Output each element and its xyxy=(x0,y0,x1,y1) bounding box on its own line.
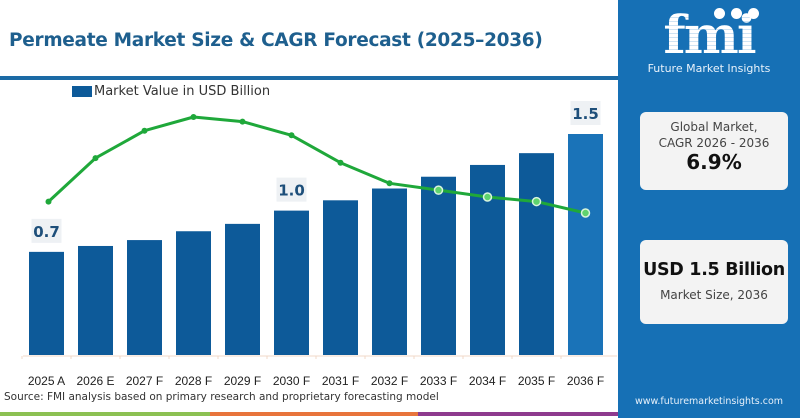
x-tick-label: 2032 F xyxy=(371,374,408,388)
globe-icon xyxy=(731,8,742,19)
bar-2036-f xyxy=(568,134,603,355)
x-tick-label: 2034 F xyxy=(469,374,506,388)
footer-stripe-green xyxy=(0,412,210,416)
x-tick-label: 2035 F xyxy=(518,374,555,388)
bar-2027-f xyxy=(127,240,162,355)
cagr-card-line2: CAGR 2026 - 2036 xyxy=(658,136,770,150)
x-tick-label: 2029 F xyxy=(224,374,261,388)
bar-2025-a xyxy=(29,251,64,355)
data-label-bg xyxy=(276,177,307,202)
data-label: 0.7 xyxy=(33,223,60,241)
cagr-value: 6.9% xyxy=(686,150,742,174)
x-tick-label: 2025 A xyxy=(28,374,65,388)
market-size-label: Market Size, 2036 xyxy=(660,288,768,302)
trend-point xyxy=(141,127,148,134)
globe-icon xyxy=(714,8,725,19)
logo-globe-icons xyxy=(714,8,759,19)
sidebar: fmi Future Market Insights Global Market… xyxy=(618,0,800,418)
cagr-trend-line xyxy=(47,115,586,215)
legend-swatch xyxy=(72,86,92,97)
bar-2033-f xyxy=(421,176,456,355)
bar-line-chart: 0.7 1.0 1.5 2025 A 2026 E 2027 F 2028 F 2029 F… xyxy=(21,101,617,388)
x-tick-label: 2026 E xyxy=(76,374,114,388)
bar-2028-f xyxy=(176,231,211,355)
data-label: 1.0 xyxy=(278,182,305,200)
x-tick-label: 2028 F xyxy=(175,374,212,388)
x-tick-label: 2036 F xyxy=(567,374,604,388)
trend-point xyxy=(531,196,542,207)
trend-point xyxy=(92,155,99,162)
market-size-card: USD 1.5 Billion Market Size, 2036 xyxy=(640,240,788,324)
trend-point xyxy=(433,185,444,195)
cagr-card: Global Market, CAGR 2026 - 2036 6.9% xyxy=(640,112,788,190)
legend-label: Market Value in USD Billion xyxy=(94,84,271,99)
bar-2026-e xyxy=(78,245,113,355)
data-label-bg xyxy=(570,101,601,125)
x-tick-label: 2027 F xyxy=(126,374,163,388)
chart-panel: Permeate Market Size & CAGR Forecast (20… xyxy=(0,30,618,416)
chart-title: Permeate Market Size & CAGR Forecast (20… xyxy=(9,30,543,51)
x-tick-label: 2031 F xyxy=(322,374,359,388)
bar-2029-f xyxy=(225,223,260,355)
data-label: 1.5 xyxy=(572,105,599,123)
trend-point xyxy=(580,208,591,218)
footer-stripe-purple xyxy=(418,412,618,416)
trend-point xyxy=(337,159,344,166)
x-tick-label: 2033 F xyxy=(420,374,457,388)
bar-2035-f xyxy=(519,153,554,355)
globe-icon xyxy=(748,8,759,19)
source-note: Source: FMI analysis based on primary re… xyxy=(4,391,439,403)
trend-point xyxy=(239,118,246,125)
cagr-card-line1: Global Market, xyxy=(670,120,758,134)
trend-point xyxy=(288,132,295,139)
x-tick-label: 2030 F xyxy=(273,374,310,388)
title-divider xyxy=(0,76,618,80)
bar-2031-f xyxy=(323,200,358,355)
bar-2030-f xyxy=(274,210,309,355)
fmi-logo: fmi Future Market Insights xyxy=(618,6,800,76)
trend-point xyxy=(190,114,197,120)
trend-point xyxy=(45,198,52,205)
trend-point xyxy=(386,180,393,187)
trend-point xyxy=(482,192,493,202)
chart-legend: Market Value in USD Billion xyxy=(72,84,270,99)
data-label-bg xyxy=(31,218,62,243)
market-size-value: USD 1.5 Billion xyxy=(643,260,785,280)
footer-stripe-orange xyxy=(210,412,418,416)
bar-2032-f xyxy=(372,188,407,355)
website-link[interactable]: www.futuremarketinsights.com xyxy=(634,396,784,407)
logo-subtitle: Future Market Insights xyxy=(647,62,771,75)
logo-mark: fmi xyxy=(618,6,800,66)
